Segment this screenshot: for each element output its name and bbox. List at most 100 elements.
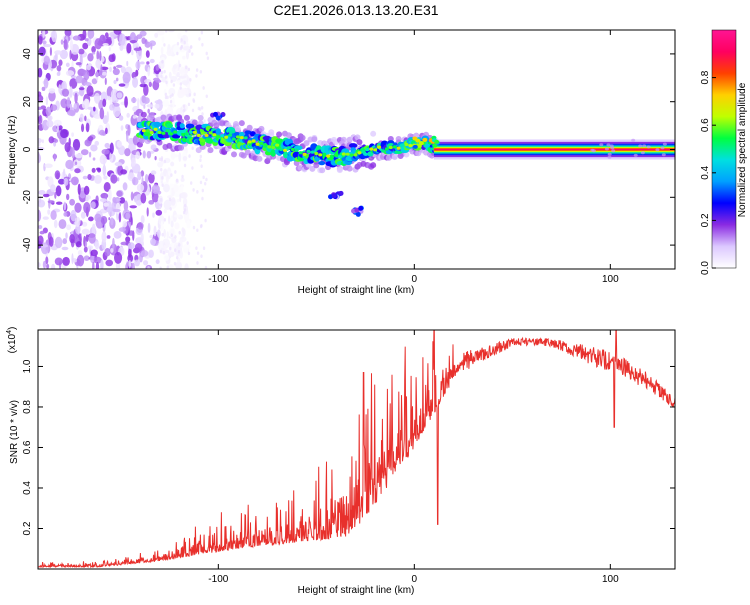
- noise-blob: [204, 181, 207, 186]
- noise-blob: [61, 246, 69, 251]
- noise-blob: [60, 39, 64, 45]
- noise-blob: [62, 168, 66, 177]
- noise-blob: [38, 189, 46, 195]
- noise-blob: [122, 182, 128, 191]
- ridge-halo: [138, 137, 145, 144]
- spectrogram-xtick-label: 100: [602, 274, 619, 285]
- noise-blob: [48, 90, 56, 102]
- noise-blob: [154, 32, 159, 38]
- noise-blob: [176, 41, 180, 46]
- noise-blob: [144, 173, 149, 184]
- noise-blob: [60, 128, 69, 139]
- noise-blob: [101, 71, 107, 76]
- noise-blob: [74, 216, 81, 227]
- noise-blob: [187, 84, 191, 89]
- noise-blob: [38, 114, 43, 125]
- noise-blob: [180, 88, 189, 95]
- noise-blob: [192, 98, 195, 102]
- noise-blob: [178, 152, 182, 163]
- noise-blob: [99, 107, 105, 120]
- noise-blob: [202, 175, 205, 180]
- noise-blob: [124, 148, 131, 157]
- noise-blob: [141, 176, 144, 185]
- noise-blob: [42, 260, 47, 269]
- noise-blob: [38, 199, 46, 208]
- noise-blob: [38, 209, 42, 222]
- snr-ytick-label: 0.6: [22, 440, 33, 454]
- ridge-halo: [197, 114, 204, 121]
- ridge-core: [267, 145, 272, 149]
- noise-blob: [109, 142, 114, 155]
- noise-blob: [136, 48, 142, 61]
- colorbar-tick-label: 0.4: [700, 165, 711, 179]
- noise-blob: [199, 70, 203, 74]
- noise-blob: [191, 108, 195, 113]
- tone-band: [433, 148, 675, 151]
- noise-blob: [73, 103, 77, 110]
- noise-blob: [94, 38, 103, 50]
- noise-blob: [133, 47, 142, 52]
- noise-blob: [607, 152, 612, 156]
- noise-blob: [50, 104, 58, 111]
- noise-blob: [148, 40, 157, 47]
- ridge-halo: [309, 165, 316, 172]
- noise-blob: [110, 217, 114, 226]
- noise-blob: [112, 237, 115, 250]
- noise-blob: [113, 105, 121, 118]
- noise-blob: [130, 216, 133, 226]
- noise-blob: [113, 230, 122, 239]
- ridge-halo: [403, 151, 410, 158]
- noise-blob: [609, 144, 614, 148]
- ridge-core: [388, 145, 393, 150]
- noise-blob: [163, 229, 166, 239]
- noise-blob: [132, 115, 137, 119]
- ridge-core: [173, 130, 178, 134]
- noise-blob: [118, 115, 124, 121]
- noise-blob: [65, 62, 70, 68]
- noise-blob: [181, 174, 184, 179]
- noise-blob: [91, 51, 96, 55]
- ridge-halo: [276, 131, 283, 138]
- ridge-core: [263, 143, 268, 147]
- noise-blob: [48, 236, 54, 247]
- noise-blob: [169, 207, 172, 211]
- ridge-core: [365, 148, 370, 152]
- noise-blob: [83, 70, 90, 81]
- noise-blob: [170, 154, 179, 158]
- ridge-halo: [370, 162, 377, 169]
- noise-blob: [202, 86, 205, 90]
- noise-blob: [170, 161, 175, 167]
- noise-blob: [85, 122, 90, 133]
- noise-blob: [155, 64, 160, 71]
- ridge-core: [408, 144, 413, 148]
- noise-blob: [54, 191, 57, 199]
- noise-blob: [125, 236, 131, 243]
- ridge-core: [373, 148, 378, 152]
- noise-blob: [64, 142, 71, 153]
- noise-blob: [81, 221, 88, 227]
- noise-blob: [191, 166, 194, 170]
- noise-blob: [112, 68, 120, 76]
- noise-blob: [182, 104, 186, 108]
- noise-blob: [140, 215, 145, 224]
- noise-blob: [178, 230, 181, 235]
- ridge-core: [380, 149, 385, 153]
- ridge-halo: [178, 144, 185, 151]
- noise-blob: [125, 212, 131, 220]
- noise-blob: [74, 92, 78, 104]
- noise-blob: [132, 76, 139, 88]
- noise-blob: [108, 46, 111, 52]
- noise-blob: [167, 30, 175, 33]
- noise-blob: [163, 183, 170, 193]
- noise-blob: [174, 222, 180, 230]
- noise-blob: [137, 171, 142, 181]
- noise-blob: [131, 157, 136, 167]
- noise-blob: [206, 56, 210, 60]
- ridge-core: [384, 147, 389, 151]
- noise-blob: [131, 49, 134, 56]
- noise-blob: [192, 188, 195, 192]
- noise-blob: [173, 214, 181, 218]
- noise-blob: [147, 108, 150, 114]
- noise-blob: [200, 254, 203, 258]
- noise-blob: [118, 211, 122, 223]
